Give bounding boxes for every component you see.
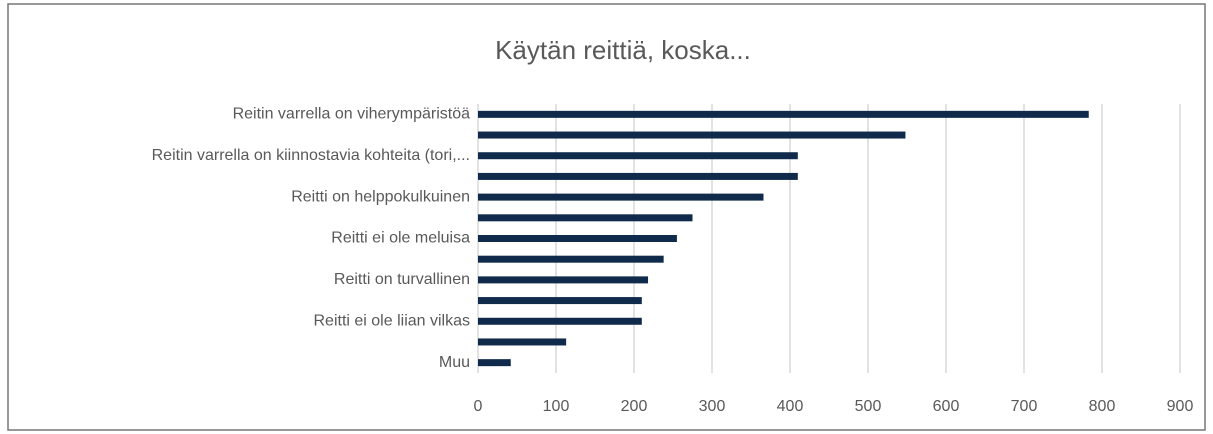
y-tick-label: Reitti on helppokulkuinen <box>291 188 470 205</box>
x-tick-label: 700 <box>1011 398 1038 415</box>
bar <box>478 255 664 263</box>
bar <box>478 172 798 180</box>
x-tick-label: 200 <box>621 398 648 415</box>
bar <box>478 359 511 367</box>
bar <box>478 152 798 160</box>
x-tick-label: 800 <box>1089 398 1116 415</box>
bar <box>478 235 677 242</box>
y-tick-label: Reitti ei ole meluisa <box>331 230 470 247</box>
y-tick-label: Muu <box>439 354 470 371</box>
y-tick-label: Reitin varrella on kiinnostavia kohteita… <box>152 147 470 164</box>
x-tick-label: 400 <box>777 398 804 415</box>
bar <box>478 297 642 305</box>
bar <box>478 317 642 325</box>
x-tick-label: 600 <box>933 398 960 415</box>
x-tick-label: 300 <box>699 398 726 415</box>
bar <box>478 214 693 222</box>
chart-title: Käytän reittiä, koska... <box>495 35 751 65</box>
x-tick-label: 0 <box>474 398 483 415</box>
y-tick-label: Reitti on turvallinen <box>334 271 470 288</box>
bar <box>478 193 764 201</box>
x-tick-label: 100 <box>543 398 570 415</box>
bar <box>478 338 567 346</box>
x-tick-label: 900 <box>1167 398 1194 415</box>
bar <box>478 276 649 284</box>
y-tick-label: Reitti ei ole liian vilkas <box>313 312 470 329</box>
y-tick-label: Reitin varrella on viherympäristöä <box>233 106 471 123</box>
bar <box>478 131 906 139</box>
x-tick-label: 500 <box>855 398 882 415</box>
bar <box>478 110 1089 118</box>
